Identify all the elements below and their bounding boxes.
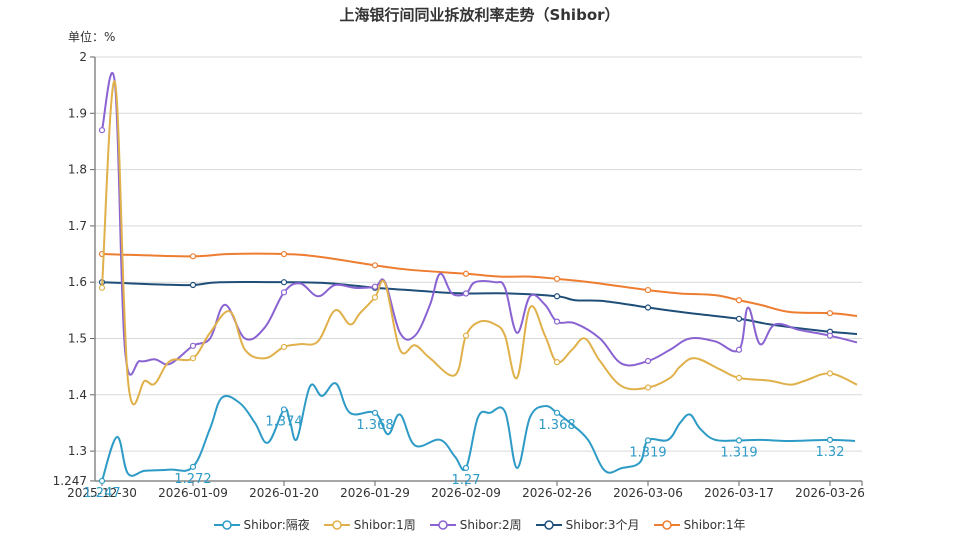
legend-item-2week[interactable]: Shibor:2周 <box>429 516 522 533</box>
data-point-marker[interactable] <box>371 262 379 269</box>
y-tick-label: 1.8 <box>68 163 87 177</box>
data-point-marker[interactable] <box>826 332 834 339</box>
data-point-marker[interactable] <box>553 318 561 325</box>
data-point-marker[interactable] <box>553 409 561 416</box>
data-value-label: 1.247 <box>83 486 120 501</box>
data-point-marker[interactable] <box>98 477 106 485</box>
data-point-marker[interactable] <box>462 270 470 277</box>
data-point-marker[interactable] <box>735 315 743 322</box>
series-line <box>101 80 858 406</box>
y-tick-label: 1.3 <box>68 444 87 458</box>
data-point-marker[interactable] <box>189 355 197 362</box>
legend-label: Shibor:3个月 <box>565 518 640 532</box>
data-value-label: 1.32 <box>816 445 845 460</box>
data-point-marker[interactable] <box>98 127 106 134</box>
data-point-marker[interactable] <box>371 294 379 301</box>
data-point-marker[interactable] <box>735 437 743 444</box>
series-line <box>101 382 856 482</box>
x-tick-label: 2025-12-30 <box>67 486 137 500</box>
y-tick-label: 1.4 <box>68 388 87 402</box>
y-tick-label: 1.247 <box>53 474 87 488</box>
data-point-marker[interactable] <box>644 304 652 311</box>
legend-label: Shibor:隔夜 <box>243 518 310 532</box>
x-tick-label: 2026-02-09 <box>431 486 501 500</box>
legend-item-1week[interactable]: Shibor:1周 <box>323 516 416 533</box>
x-tick-label: 2026-01-20 <box>249 486 319 500</box>
data-point-marker[interactable] <box>280 289 288 296</box>
legend: Shibor:隔夜 Shibor:1周 Shibor:2周 Shibor:3个月… <box>0 516 959 533</box>
data-point-marker[interactable] <box>735 346 743 353</box>
legend-line-marker-icon <box>429 519 456 530</box>
data-point-marker[interactable] <box>553 293 561 300</box>
legend-line-marker-icon <box>323 519 350 530</box>
data-value-label: 1.27 <box>452 473 481 488</box>
data-point-marker[interactable] <box>553 359 561 366</box>
series-line <box>101 280 858 335</box>
y-tick-label: 1.6 <box>68 275 87 289</box>
data-value-label: 1.272 <box>174 472 211 487</box>
data-point-marker[interactable] <box>553 275 561 282</box>
series-line <box>101 72 858 376</box>
data-point-marker[interactable] <box>826 436 834 443</box>
data-point-marker[interactable] <box>735 297 743 304</box>
legend-item-overnight[interactable]: Shibor:隔夜 <box>213 516 310 533</box>
data-point-marker[interactable] <box>280 250 288 258</box>
x-tick-label: 2026-03-26 <box>795 486 865 500</box>
legend-item-3month[interactable]: Shibor:3个月 <box>535 516 640 533</box>
data-point-marker[interactable] <box>644 357 652 365</box>
data-point-marker[interactable] <box>189 253 197 260</box>
line-chart: 1.247 1.3 1.4 1.5 1.6 1.7 1.8 1.9 2 2025-12-30 202… <box>53 50 865 501</box>
data-value-label: 1.374 <box>265 414 302 429</box>
data-point-marker[interactable] <box>644 384 652 391</box>
data-value-label: 1.319 <box>720 445 757 460</box>
data-value-label: 1.368 <box>356 418 393 433</box>
data-point-marker[interactable] <box>462 332 470 339</box>
x-tick-label: 2026-01-29 <box>340 486 410 500</box>
data-point-marker[interactable] <box>371 283 379 290</box>
data-point-marker[interactable] <box>462 464 470 472</box>
y-tick-label: 2 <box>79 50 87 64</box>
legend-label: Shibor:1年 <box>683 518 746 532</box>
x-tick-label: 2026-03-17 <box>704 486 774 500</box>
x-tick-label: 2026-03-06 <box>613 486 683 500</box>
chart-title: 上海银行间同业拆放利率走势（Shibor） <box>339 6 620 24</box>
data-point-marker[interactable] <box>371 409 379 416</box>
data-point-marker[interactable] <box>462 290 470 297</box>
grid-lines <box>95 56 862 452</box>
x-tick-label: 2026-01-09 <box>158 486 228 500</box>
y-axis-unit-label: 单位：% <box>68 30 116 44</box>
data-point-marker[interactable] <box>280 279 288 286</box>
series-lines <box>98 72 858 485</box>
legend-label: Shibor:2周 <box>459 518 522 532</box>
data-value-label: 1.368 <box>538 418 575 433</box>
legend-line-marker-icon <box>653 519 680 530</box>
data-point-marker[interactable] <box>189 342 197 349</box>
series-line <box>101 252 858 317</box>
legend-line-marker-icon <box>535 519 562 530</box>
data-labels: 1.247 1.272 1.374 1.368 1.27 1.368 1.319 1.319 1… <box>83 414 844 501</box>
data-point-marker[interactable] <box>735 374 743 382</box>
legend-line-marker-icon <box>213 519 240 530</box>
x-tick-label: 2026-02-26 <box>522 486 592 500</box>
data-point-marker[interactable] <box>280 406 288 413</box>
y-tick-label: 1.5 <box>68 332 87 346</box>
data-value-label: 1.319 <box>629 445 666 460</box>
y-tick-label: 1.7 <box>68 219 87 233</box>
data-point-marker[interactable] <box>826 310 834 317</box>
data-point-marker[interactable] <box>826 370 834 377</box>
data-point-marker[interactable] <box>280 343 288 351</box>
data-point-marker[interactable] <box>189 463 197 470</box>
legend-label: Shibor:1周 <box>353 518 416 532</box>
data-point-marker[interactable] <box>644 437 652 444</box>
data-point-marker[interactable] <box>644 286 652 294</box>
data-point-marker[interactable] <box>98 284 106 291</box>
legend-item-1year[interactable]: Shibor:1年 <box>653 516 746 533</box>
data-point-marker[interactable] <box>189 281 197 289</box>
y-tick-label: 1.9 <box>68 106 87 120</box>
axes: 1.247 1.3 1.4 1.5 1.6 1.7 1.8 1.9 2 2025-12-30 202… <box>53 50 865 500</box>
